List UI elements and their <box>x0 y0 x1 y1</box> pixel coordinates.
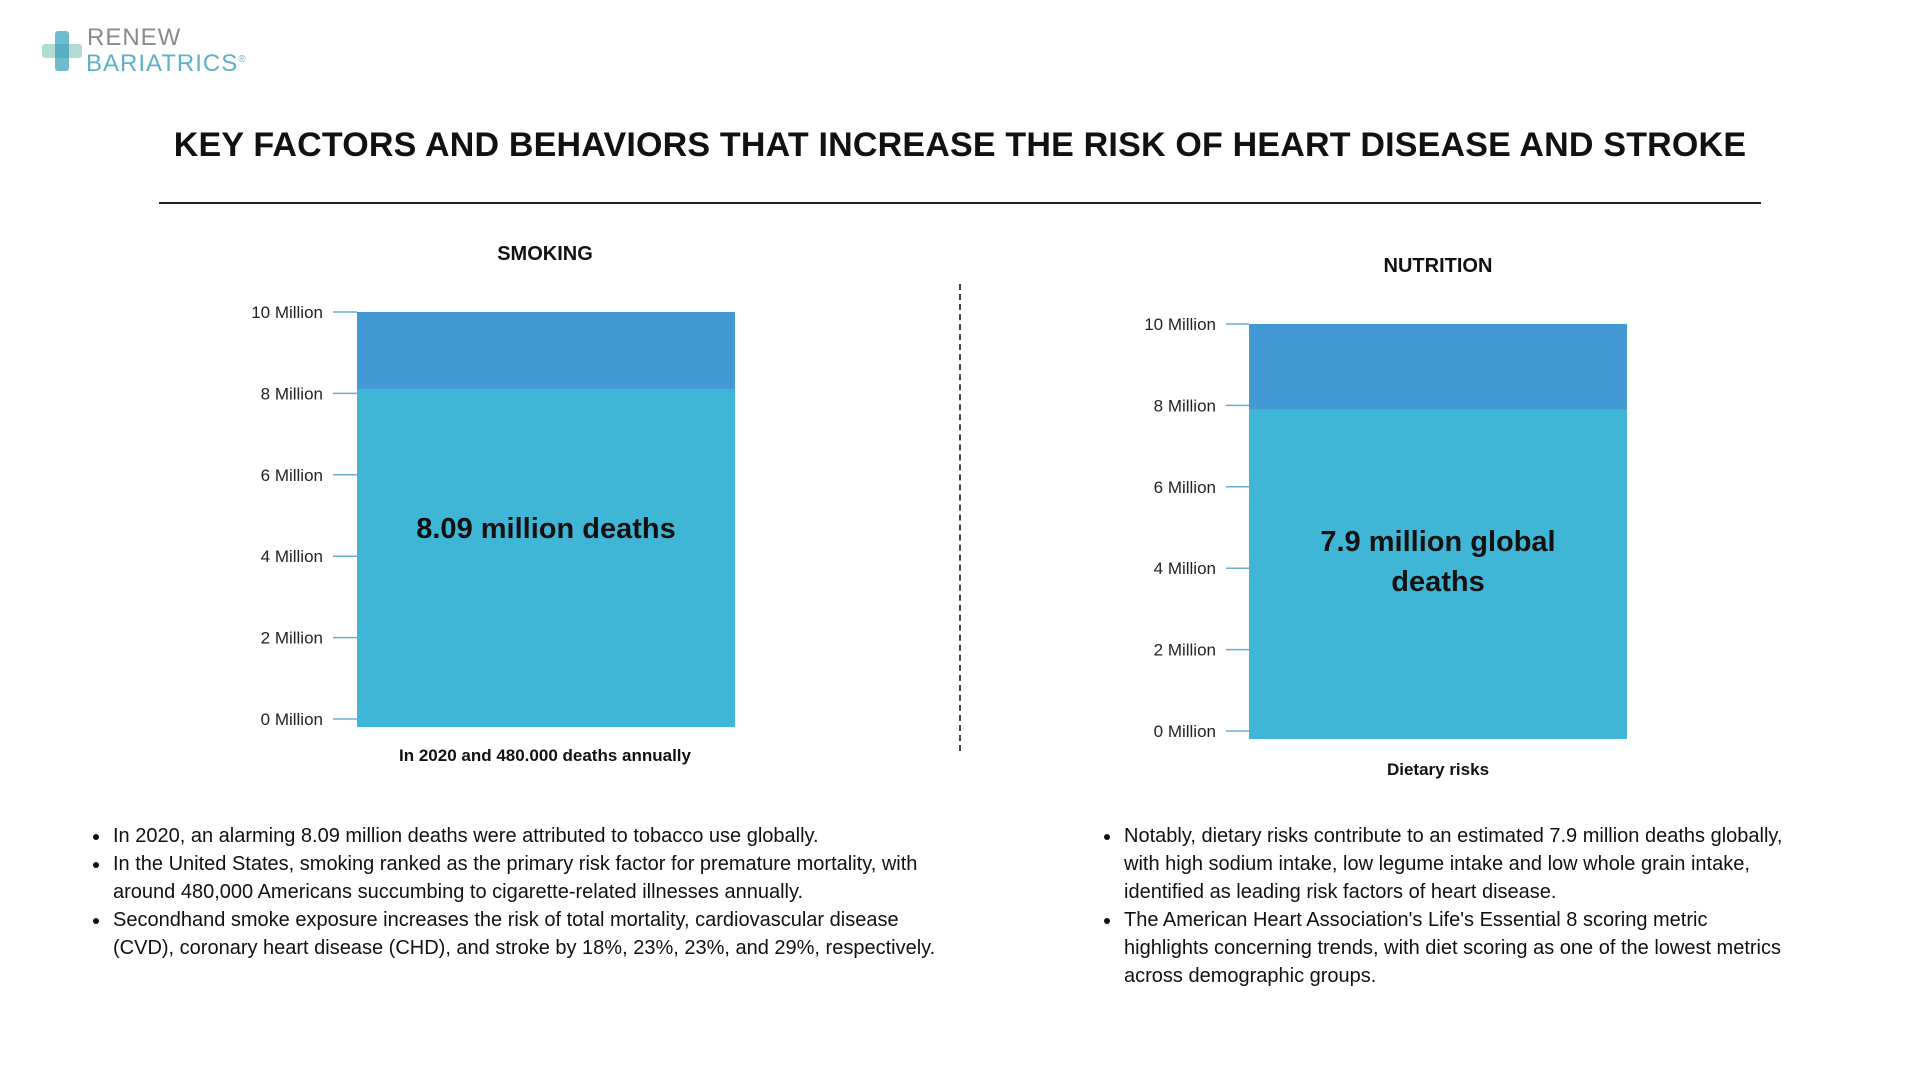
section-divider <box>959 284 961 751</box>
smoking-bar <box>357 389 735 727</box>
smoking-ytick-label: 2 Million <box>261 629 323 648</box>
nutrition-ytick-label: 10 Million <box>1144 315 1216 334</box>
logo-text-bariatrics: BARIATRICS® <box>86 48 247 76</box>
registered-mark: ® <box>238 54 247 65</box>
title-divider <box>159 202 1761 204</box>
smoking-chart-xlabel: In 2020 and 480.000 deaths annually <box>399 746 691 765</box>
smoking-ytick-label: 0 Million <box>261 710 323 729</box>
nutrition-bar <box>1249 409 1627 739</box>
nutrition-ytick-label: 2 Million <box>1154 641 1216 660</box>
smoking-bullet: In 2020, an alarming 8.09 million deaths… <box>111 822 951 850</box>
nutrition-ytick-label: 4 Million <box>1154 559 1216 578</box>
logo-text-renew: RENEW <box>87 24 182 51</box>
smoking-bullet: Secondhand smoke exposure increases the … <box>111 906 951 962</box>
smoking-ytick-label: 6 Million <box>261 466 323 485</box>
nutrition-chart-xlabel: Dietary risks <box>1386 760 1490 779</box>
smoking-ytick-label: 10 Million <box>251 303 323 322</box>
nutrition-ytick-label: 8 Million <box>1154 396 1216 415</box>
logo-text-bariatrics-word: BARIATRICS <box>86 50 239 77</box>
page-title: KEY FACTORS AND BEHAVIORS THAT INCREASE … <box>173 126 1747 164</box>
smoking-bar-remainder <box>357 312 735 390</box>
smoking-ytick-label: 4 Million <box>261 547 323 566</box>
nutrition-bullet: Notably, dietary risks contribute to an … <box>1122 822 1786 906</box>
nutrition-bar-data-label: 7.9 million global deaths <box>1320 526 1556 598</box>
nutrition-bullet-list: Notably, dietary risks contribute to an … <box>1104 822 1786 990</box>
smoking-bullet-list: In 2020, an alarming 8.09 million deaths… <box>93 822 951 962</box>
smoking-bullet: In the United States, smoking ranked as … <box>111 850 951 906</box>
nutrition-bullet: The American Heart Association's Life's … <box>1122 906 1786 990</box>
nutrition-chart-title: NUTRITION <box>1383 255 1493 277</box>
smoking-bar-data-label: 8.09 million deaths <box>416 513 676 545</box>
smoking-chart-title: SMOKING <box>497 243 593 265</box>
logo-cross-icon <box>42 31 82 71</box>
nutrition-ytick-label: 0 Million <box>1154 722 1216 741</box>
nutrition-ytick-label: 6 Million <box>1154 478 1216 497</box>
smoking-ytick-label: 8 Million <box>261 384 323 403</box>
nutrition-bar-remainder <box>1249 324 1627 410</box>
